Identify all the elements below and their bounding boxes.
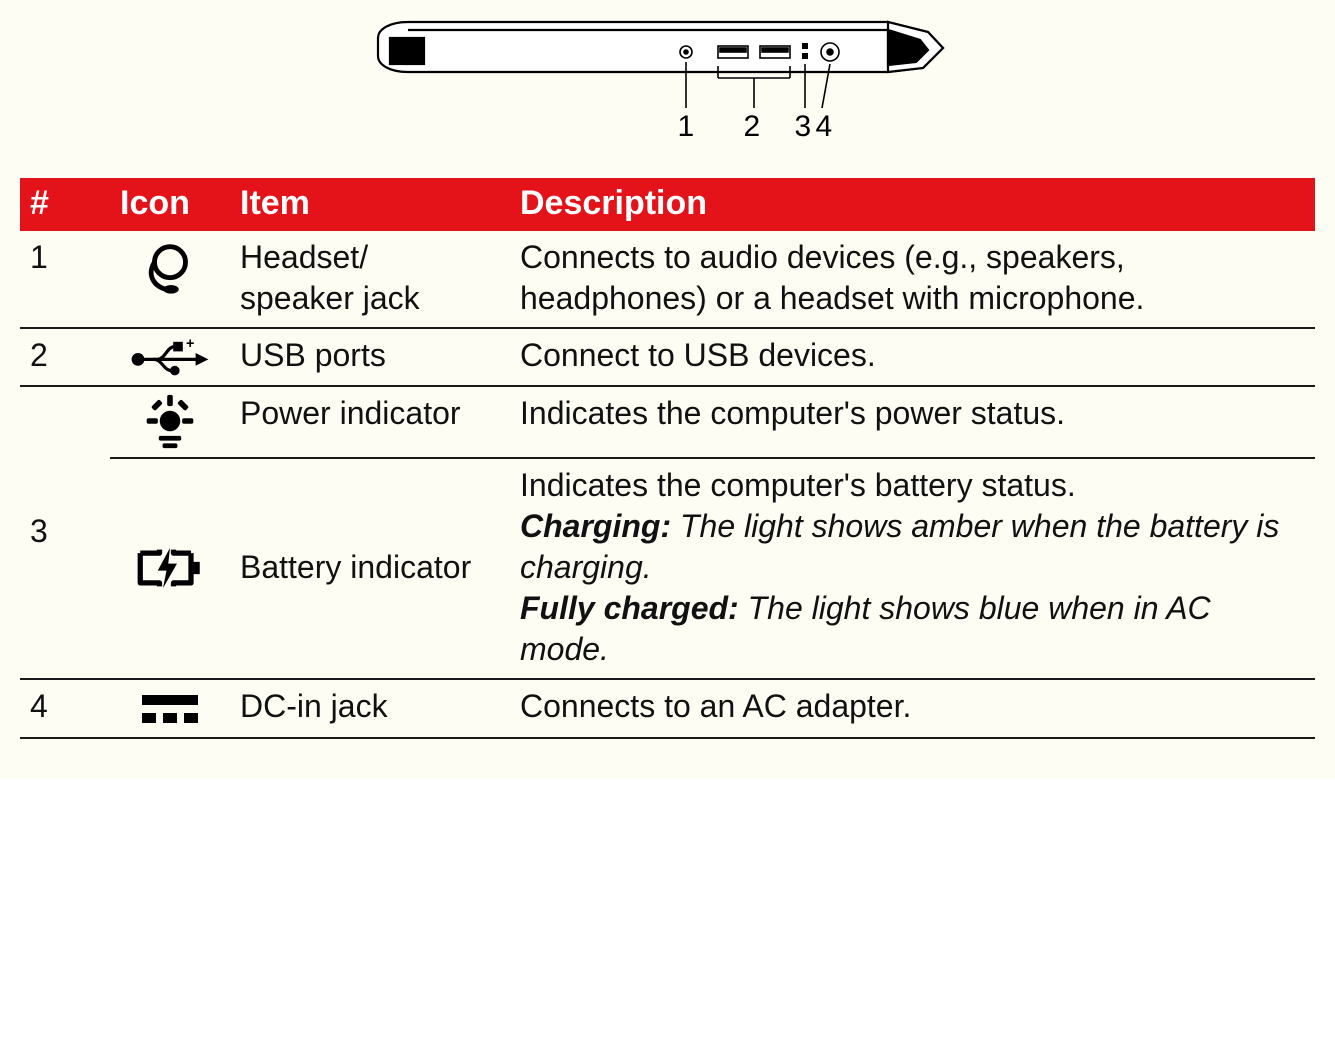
cell-item: USB ports bbox=[230, 328, 510, 387]
power-light-icon bbox=[140, 393, 200, 449]
cell-num: 4 bbox=[20, 679, 110, 738]
page: 1 2 3 4 # Icon Item Description 1 bbox=[0, 0, 1335, 779]
table-row: 2 + USB bbox=[20, 328, 1315, 387]
cell-icon bbox=[110, 679, 230, 738]
cell-icon bbox=[110, 386, 230, 458]
cell-desc: Indicates the computer's power status. bbox=[510, 386, 1315, 458]
th-num: # bbox=[20, 178, 110, 231]
callout-1: 1 bbox=[678, 110, 694, 144]
th-desc: Description bbox=[510, 178, 1315, 231]
table-header-row: # Icon Item Description bbox=[20, 178, 1315, 231]
cell-desc: Connect to USB devices. bbox=[510, 328, 1315, 387]
cell-item: Battery indicator bbox=[230, 458, 510, 679]
laptop-side-svg bbox=[368, 10, 968, 150]
cell-desc: Connects to an AC adapter. bbox=[510, 679, 1315, 738]
callout-3: 3 bbox=[795, 110, 811, 144]
dc-in-icon bbox=[138, 689, 202, 729]
laptop-side-diagram: 1 2 3 4 bbox=[20, 10, 1315, 150]
cell-num: 2 bbox=[20, 328, 110, 387]
cell-desc: Connects to audio devices (e.g., speaker… bbox=[510, 231, 1315, 328]
usb-icon: + bbox=[130, 337, 210, 377]
cell-num: 1 bbox=[20, 231, 110, 328]
headset-icon bbox=[139, 237, 201, 299]
cell-desc: Indicates the computer's battery status.… bbox=[510, 458, 1315, 679]
table-row: Battery indicator Indicates the computer… bbox=[20, 458, 1315, 679]
table-row: 3 Powe bbox=[20, 386, 1315, 458]
callout-2: 2 bbox=[744, 110, 760, 144]
callout-4: 4 bbox=[816, 110, 832, 144]
cell-item: Headset/speaker jack bbox=[230, 231, 510, 328]
cell-item: DC-in jack bbox=[230, 679, 510, 738]
th-icon: Icon bbox=[110, 178, 230, 231]
cell-icon bbox=[110, 458, 230, 679]
table-row: 4 DC-in jack Connects to an AC adapter. bbox=[20, 679, 1315, 738]
cell-item: Power indicator bbox=[230, 386, 510, 458]
cell-icon bbox=[110, 231, 230, 328]
cell-num: 3 bbox=[20, 386, 110, 679]
battery-charge-icon bbox=[135, 544, 205, 592]
svg-text:+: + bbox=[186, 337, 194, 352]
th-item: Item bbox=[230, 178, 510, 231]
table-row: 1 Headset/speaker jack Connects to audio… bbox=[20, 231, 1315, 328]
ports-table: # Icon Item Description 1 bbox=[20, 178, 1315, 739]
cell-icon: + bbox=[110, 328, 230, 387]
